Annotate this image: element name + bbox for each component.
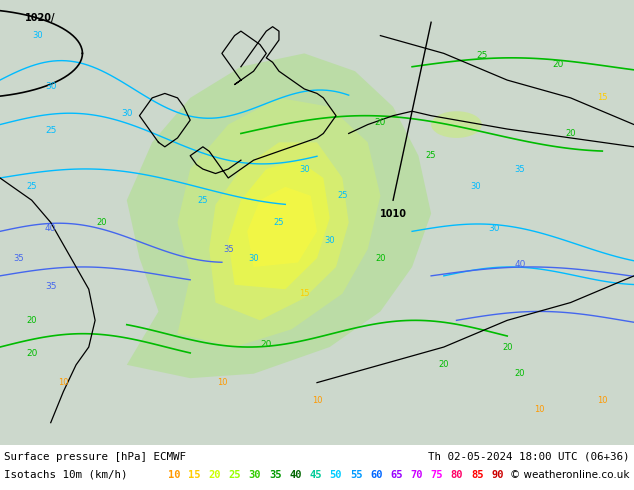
Text: 30: 30 [470, 182, 481, 192]
Text: 55: 55 [350, 470, 362, 480]
Text: 40: 40 [514, 260, 526, 269]
Text: 30: 30 [249, 470, 261, 480]
Text: 20: 20 [552, 60, 564, 69]
Text: 10: 10 [58, 378, 68, 387]
Text: 25: 25 [274, 218, 284, 227]
Text: 15: 15 [597, 94, 607, 102]
Text: 20: 20 [375, 253, 385, 263]
Text: 50: 50 [330, 470, 342, 480]
Text: 35: 35 [45, 282, 56, 291]
Text: 30: 30 [33, 31, 43, 40]
Text: 10: 10 [597, 396, 607, 405]
Text: 25: 25 [476, 51, 488, 60]
Ellipse shape [431, 111, 482, 138]
Text: 80: 80 [451, 470, 463, 480]
Text: 40: 40 [45, 224, 56, 233]
Text: 30: 30 [489, 224, 500, 233]
Text: 15: 15 [188, 470, 201, 480]
Text: 10: 10 [534, 405, 544, 414]
Text: 65: 65 [390, 470, 403, 480]
Text: 85: 85 [471, 470, 484, 480]
Text: 30: 30 [299, 165, 309, 173]
Text: Th 02-05-2024 18:00 UTC (06+36): Th 02-05-2024 18:00 UTC (06+36) [429, 452, 630, 462]
Text: 35: 35 [515, 165, 525, 173]
Text: 20: 20 [515, 369, 525, 378]
Text: 35: 35 [14, 253, 24, 263]
Text: 45: 45 [309, 470, 322, 480]
Text: 15: 15 [299, 289, 309, 298]
Text: 60: 60 [370, 470, 382, 480]
Text: Surface pressure [hPa] ECMWF: Surface pressure [hPa] ECMWF [4, 452, 186, 462]
Text: 20: 20 [502, 343, 512, 351]
Text: © weatheronline.co.uk: © weatheronline.co.uk [510, 470, 630, 480]
Text: 20: 20 [261, 340, 272, 349]
Text: 30: 30 [45, 82, 56, 91]
Text: 1010: 1010 [380, 209, 406, 219]
Text: 25: 25 [337, 191, 347, 200]
Polygon shape [127, 53, 431, 378]
Text: 25: 25 [198, 196, 208, 205]
Text: 20: 20 [566, 129, 576, 138]
Text: 25: 25 [229, 470, 241, 480]
Text: Isotachs 10m (km/h): Isotachs 10m (km/h) [4, 470, 127, 480]
Text: 70: 70 [410, 470, 423, 480]
Text: 35: 35 [269, 470, 281, 480]
Text: 25: 25 [45, 126, 56, 135]
Text: 30: 30 [249, 253, 259, 263]
Text: 20: 20 [439, 360, 449, 369]
Polygon shape [209, 143, 349, 320]
Text: 90: 90 [491, 470, 503, 480]
Text: 30: 30 [121, 109, 133, 118]
Text: 40: 40 [289, 470, 302, 480]
Polygon shape [178, 98, 380, 347]
Text: 75: 75 [430, 470, 443, 480]
Text: 25: 25 [426, 151, 436, 160]
Text: 10: 10 [168, 470, 181, 480]
Text: 20: 20 [96, 218, 107, 227]
Text: 20: 20 [26, 349, 37, 358]
Text: 20: 20 [27, 316, 37, 325]
Text: 25: 25 [27, 182, 37, 192]
Text: 10: 10 [312, 396, 322, 405]
Text: 10: 10 [217, 378, 227, 387]
Text: 30: 30 [325, 236, 335, 245]
Polygon shape [228, 160, 330, 289]
Text: 20: 20 [375, 118, 386, 126]
Text: 35: 35 [223, 245, 233, 254]
Polygon shape [247, 187, 317, 267]
Text: 1020/: 1020/ [25, 13, 56, 24]
Text: 20: 20 [209, 470, 221, 480]
